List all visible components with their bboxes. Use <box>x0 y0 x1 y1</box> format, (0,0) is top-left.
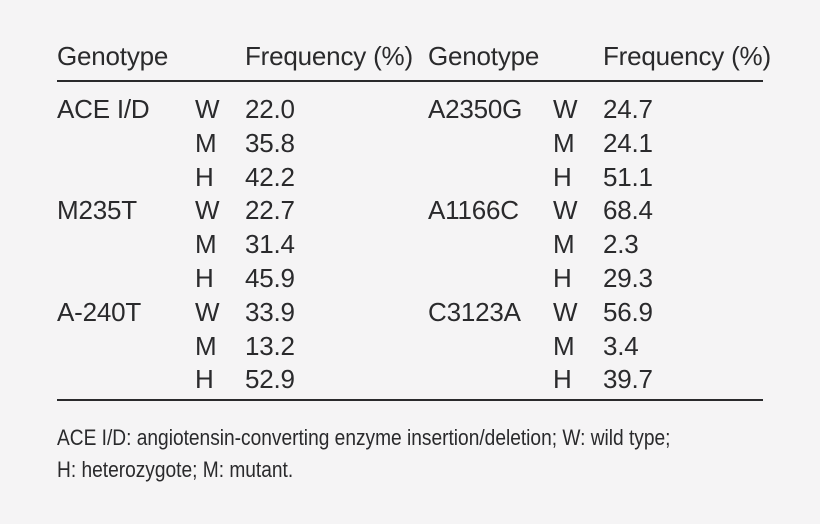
frequency-value-cell: 3.4 <box>603 330 639 361</box>
frequency-value-cell: 22.7 <box>245 195 295 226</box>
allele-cell: H <box>195 161 214 192</box>
allele-cell: W <box>195 195 220 226</box>
frequency-value-cell: 52.9 <box>245 364 295 395</box>
table-footnote: ACE I/D: angiotensin-converting enzyme i… <box>57 422 763 486</box>
header-frequency-left: Frequency (%) <box>245 41 413 71</box>
allele-cell: W <box>553 195 578 226</box>
frequency-value-cell: 24.1 <box>603 127 653 158</box>
frequency-value-cell: 51.1 <box>603 161 653 192</box>
genotype-cell: A1166C <box>428 195 519 226</box>
allele-cell: W <box>195 94 220 124</box>
frequency-value-cell: 68.4 <box>603 195 653 226</box>
frequency-value-cell: 33.9 <box>245 296 295 327</box>
frequency-value-cell: 29.3 <box>603 262 653 293</box>
frequency-value-cell: 22.0 <box>245 94 295 124</box>
allele-cell: M <box>195 127 217 158</box>
genotype-cell: M235T <box>57 195 137 226</box>
header-frequency-right: Frequency (%) <box>603 41 771 71</box>
frequency-value-cell: 42.2 <box>245 161 295 192</box>
frequency-value-cell: 24.7 <box>603 94 653 124</box>
allele-cell: M <box>195 330 217 361</box>
allele-cell: H <box>553 262 572 293</box>
table-row: M235T W 22.7 A1166C W 68.4 <box>57 196 763 230</box>
allele-cell: H <box>553 364 572 395</box>
table-header-row: Genotype Frequency (%) Genotype Frequenc… <box>57 38 771 82</box>
table-body: ACE I/D W 22.0 A2350G W 24.7 M 35.8 M 24… <box>57 82 763 399</box>
allele-cell: M <box>553 229 575 260</box>
table-row: M 31.4 M 2.3 <box>57 230 763 264</box>
allele-cell: W <box>553 296 578 327</box>
table-row: H 42.2 H 51.1 <box>57 163 763 197</box>
genotype-cell: A-240T <box>57 296 142 327</box>
allele-cell: H <box>195 262 214 293</box>
table-row: H 52.9 H 39.7 <box>57 365 763 399</box>
frequency-value-cell: 13.2 <box>245 330 295 361</box>
table-bottom-rule <box>57 399 763 402</box>
genotype-cell: ACE I/D <box>57 94 150 124</box>
frequency-value-cell: 39.7 <box>603 364 653 395</box>
allele-cell: M <box>553 127 575 158</box>
allele-cell: M <box>553 330 575 361</box>
allele-cell: W <box>553 94 578 124</box>
frequency-value-cell: 35.8 <box>245 127 295 158</box>
table-row: ACE I/D W 22.0 A2350G W 24.7 <box>57 95 763 129</box>
table-row: H 45.9 H 29.3 <box>57 264 763 298</box>
header-genotype-right: Genotype <box>428 41 540 71</box>
footnote-line-1: ACE I/D: angiotensin-converting enzyme i… <box>57 425 671 451</box>
genotype-cell: A2350G <box>428 94 523 124</box>
header-genotype-left: Genotype <box>57 41 169 71</box>
allele-cell: H <box>553 161 572 192</box>
frequency-value-cell: 2.3 <box>603 229 639 260</box>
frequency-value-cell: 31.4 <box>245 229 295 260</box>
footnote-line-2: H: heterozygote; M: mutant. <box>57 457 294 483</box>
table-row: M 35.8 M 24.1 <box>57 129 763 163</box>
genotype-frequency-table: Genotype Frequency (%) Genotype Frequenc… <box>57 38 771 486</box>
allele-cell: M <box>195 229 217 260</box>
genotype-cell: C3123A <box>428 296 521 327</box>
frequency-value-cell: 56.9 <box>603 296 653 327</box>
allele-cell: W <box>195 296 220 327</box>
allele-cell: H <box>195 364 214 395</box>
table-row: M 13.2 M 3.4 <box>57 332 763 366</box>
table-row: A-240T W 33.9 C3123A W 56.9 <box>57 298 763 332</box>
frequency-value-cell: 45.9 <box>245 262 295 293</box>
